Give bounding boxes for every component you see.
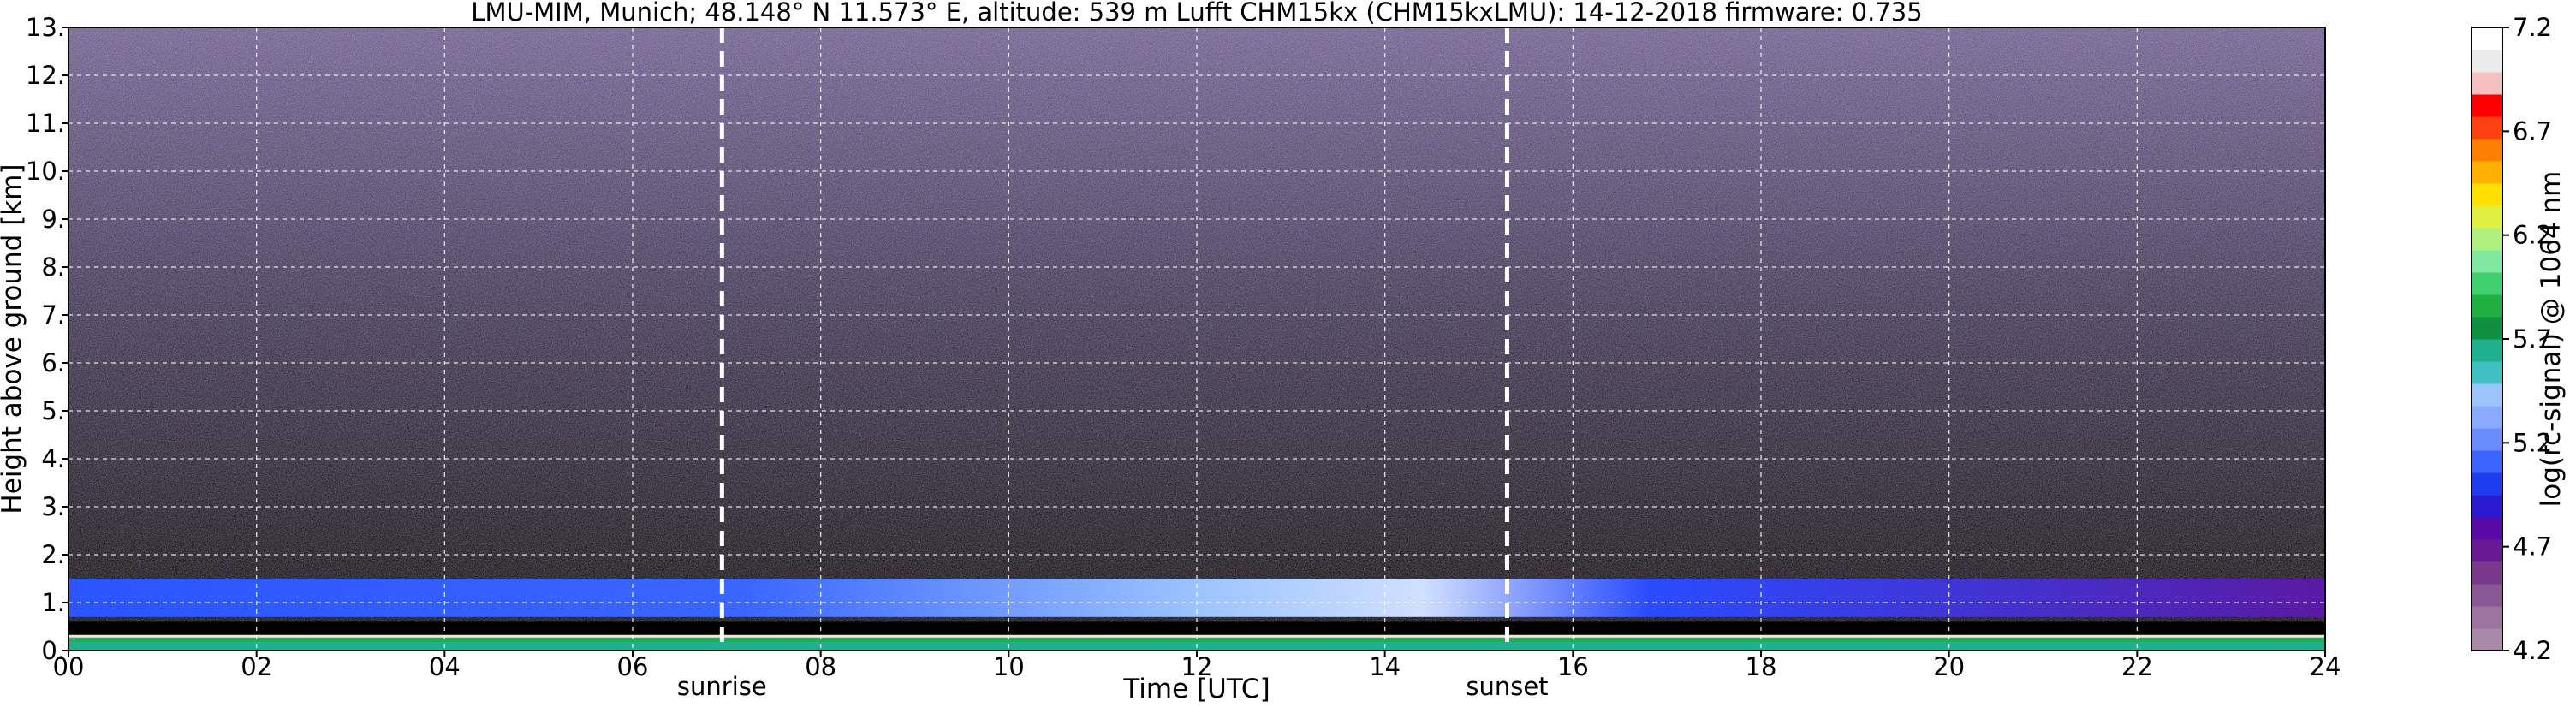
y-tick-label-8: 8. — [41, 253, 65, 282]
x-tick-label-5: 10 — [993, 652, 1025, 681]
colorbar-swatch-23 — [2472, 116, 2502, 140]
colorbar-swatch-1 — [2472, 606, 2502, 629]
colorbar-tick-label-4: 6.2 — [2513, 221, 2552, 250]
colorbar-swatch-22 — [2472, 139, 2502, 162]
marker-label-sunset: sunset — [1466, 672, 1548, 701]
x-tick-label-8: 16 — [1557, 652, 1589, 681]
colorbar-swatch-13 — [2472, 339, 2502, 362]
x-tick-label-12: 24 — [2310, 652, 2341, 681]
y-tick-label-1: 1. — [41, 588, 65, 617]
colorbar-swatch-5 — [2472, 517, 2502, 540]
colorbar-tick-label-1: 4.7 — [2513, 532, 2552, 561]
colorbar-swatch-12 — [2472, 361, 2502, 384]
colorbar-swatch-8 — [2472, 450, 2502, 473]
colorbar-tick-label-6: 7.2 — [2513, 13, 2552, 42]
colorbar-swatch-0 — [2472, 628, 2502, 651]
colorbar-tick-label-0: 4.2 — [2513, 636, 2552, 665]
colorbar-swatch-17 — [2472, 250, 2502, 273]
colorbar-swatch-6 — [2472, 495, 2502, 518]
y-tick-label-9: 9. — [41, 205, 65, 234]
y-tick-label-6: 6. — [41, 348, 65, 377]
y-tick-label-13: 13. — [26, 13, 65, 42]
x-tick-label-6: 12 — [1181, 652, 1213, 681]
colorbar-swatch-18 — [2472, 228, 2502, 251]
x-tick-label-4: 08 — [805, 652, 836, 681]
y-tick-label-7: 7. — [41, 300, 65, 330]
x-tick-label-2: 04 — [429, 652, 461, 681]
colorbar-swatch-27 — [2472, 27, 2502, 50]
colorbar-swatch-25 — [2472, 72, 2502, 95]
marker-label-sunrise: sunrise — [677, 672, 767, 701]
x-tick-label-11: 22 — [2121, 652, 2153, 681]
y-tick-label-4: 4. — [41, 444, 65, 473]
y-tick-label-10: 10. — [26, 157, 65, 186]
colorbar-tick-label-2: 5.2 — [2513, 428, 2552, 457]
colorbar-swatch-21 — [2472, 161, 2502, 184]
colorbar-swatch-2 — [2472, 584, 2502, 607]
colorbar-swatch-14 — [2472, 317, 2502, 340]
colorbar-tick-label-5: 6.7 — [2513, 116, 2552, 146]
y-axis-title: Height above ground [km] — [0, 163, 27, 514]
colorbar-swatch-10 — [2472, 406, 2502, 429]
x-tick-label-3: 06 — [617, 652, 649, 681]
x-tick-label-7: 14 — [1369, 652, 1401, 681]
colorbar-swatch-4 — [2472, 539, 2502, 562]
colorbar-swatch-3 — [2472, 561, 2502, 585]
colorbar-tick-label-3: 5.7 — [2513, 324, 2552, 354]
colorbar-swatch-15 — [2472, 294, 2502, 318]
y-tick-label-3: 3. — [41, 492, 65, 521]
colorbar — [2471, 27, 2503, 651]
x-tick-label-1: 02 — [241, 652, 272, 681]
colorbar-swatch-20 — [2472, 183, 2502, 206]
colorbar-swatch-11 — [2472, 383, 2502, 407]
y-tick-label-12: 12. — [26, 61, 65, 90]
y-tick-label-11: 11. — [26, 109, 65, 138]
chart-title: LMU-MIM, Munich; 48.148° N 11.573° E, al… — [471, 0, 1922, 27]
x-axis-title: Time [UTC] — [1122, 674, 1270, 704]
colorbar-swatch-7 — [2472, 472, 2502, 496]
colorbar-swatch-19 — [2472, 205, 2502, 229]
y-tick-label-0: 0. — [41, 636, 65, 665]
colorbar-swatch-9 — [2472, 428, 2502, 451]
x-tick-label-0: 00 — [53, 652, 85, 681]
colorbar-label: log(rc-signal) @ 1064 nm — [2536, 171, 2567, 508]
plot-area — [68, 27, 2326, 651]
y-tick-label-2: 2. — [41, 540, 65, 569]
colorbar-swatch-26 — [2472, 50, 2502, 73]
x-tick-label-10: 20 — [1933, 652, 1965, 681]
y-tick-label-5: 5. — [41, 396, 65, 425]
x-tick-label-9: 18 — [1746, 652, 1777, 681]
colorbar-swatch-16 — [2472, 272, 2502, 295]
colorbar-swatch-24 — [2472, 94, 2502, 117]
